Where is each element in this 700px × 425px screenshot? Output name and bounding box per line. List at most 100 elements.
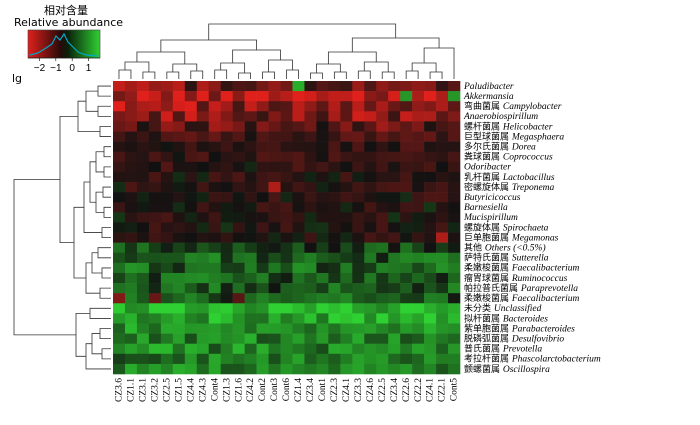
heatmap-cell (220, 101, 233, 112)
heatmap-cell (340, 363, 353, 375)
heatmap-cell (160, 303, 174, 314)
heatmap-cell (196, 141, 210, 153)
heatmap-cell (448, 283, 461, 294)
heatmap-cell (448, 333, 461, 344)
heatmap-cell (220, 121, 233, 132)
heatmap-cell (148, 212, 162, 223)
heatmap-cell (196, 192, 210, 203)
column-label: CZ1.1 (127, 378, 137, 402)
heatmap-cell (280, 212, 293, 223)
heatmap-cell (316, 283, 329, 294)
heatmap-cell (268, 232, 281, 243)
heatmap-cell (412, 131, 425, 142)
heatmap-cell (424, 222, 437, 233)
heatmap-cell (124, 242, 138, 254)
heatmap-cell (448, 242, 461, 254)
heatmap-cell (184, 313, 198, 324)
heatmap-cell (172, 363, 186, 375)
heatmap-cell (424, 212, 437, 223)
heatmap-cell (328, 363, 341, 375)
legend-title-en: Relative abundance (14, 16, 123, 29)
heatmap-cell (376, 303, 389, 314)
row-label: 普氏菌属 Prevotella (464, 343, 542, 355)
heatmap-cell (268, 121, 281, 132)
heatmap-cell (208, 131, 221, 142)
heatmap-cell (352, 272, 365, 284)
column-label: CZ3.6 (115, 378, 125, 402)
heatmap-cell (280, 252, 293, 264)
heatmap-cell (256, 182, 269, 193)
heatmap-cell (424, 272, 437, 284)
heatmap-cell (232, 262, 245, 274)
heatmap-cell (256, 343, 269, 355)
heatmap-cell (436, 313, 449, 324)
heatmap-cell (436, 293, 449, 304)
heatmap-cell (196, 283, 210, 294)
heatmap-cell (328, 131, 341, 142)
heatmap-cell (340, 141, 353, 153)
heatmap-cell (292, 161, 305, 173)
heatmap-cell (364, 111, 377, 122)
heatmap-cell (268, 313, 281, 324)
heatmap-cell (113, 252, 126, 264)
legend-tick-label: −1 (50, 63, 62, 74)
heatmap-cell (113, 222, 126, 233)
heatmap-cell (148, 333, 162, 344)
heatmap-cell (148, 91, 162, 102)
heatmap-cell (256, 272, 269, 284)
heatmap-cell (424, 303, 437, 314)
heatmap-cell (268, 182, 281, 193)
heatmap-cell (424, 131, 437, 142)
heatmap-cell (172, 283, 186, 294)
heatmap-cell (328, 151, 341, 163)
heatmap-cell (184, 171, 198, 183)
dendrogram-link (381, 71, 395, 79)
heatmap-cell (448, 252, 461, 264)
heatmap-cell (304, 182, 317, 193)
heatmap-cell (124, 161, 138, 173)
heatmap-cell (376, 192, 389, 203)
heatmap-cell (316, 333, 329, 344)
heatmap-cell (436, 91, 449, 102)
heatmap-cell (113, 262, 126, 274)
heatmap-cell (244, 111, 257, 122)
heatmap-cell (352, 293, 365, 304)
heatmap-cell (316, 242, 329, 254)
heatmap-cell (136, 283, 150, 294)
heatmap-cell (388, 192, 401, 203)
heatmap-cell (436, 202, 449, 213)
heatmap-cell (388, 222, 401, 233)
heatmap-cell (292, 182, 305, 193)
heatmap-cell (412, 202, 425, 213)
heatmap-cell (448, 262, 461, 274)
heatmap-cell (388, 131, 401, 142)
heatmap-cell (208, 161, 221, 173)
heatmap-cell (448, 171, 461, 183)
heatmap-cell (160, 111, 174, 122)
heatmap-cell (113, 363, 126, 375)
heatmap-cell (256, 353, 269, 365)
heatmap-cells (113, 81, 461, 375)
heatmap-cell (304, 252, 317, 264)
heatmap-cell (412, 323, 425, 334)
heatmap-cell (256, 131, 269, 142)
heatmap-cell (113, 343, 126, 355)
dendrogram-link (310, 72, 323, 79)
heatmap-cell (172, 323, 186, 334)
heatmap-cell (352, 212, 365, 223)
heatmap-cell (244, 252, 257, 264)
heatmap-cell (364, 272, 377, 284)
heatmap-cell (424, 121, 437, 132)
heatmap-cell (448, 121, 461, 132)
heatmap-cell (364, 333, 377, 344)
heatmap-cell (244, 141, 257, 153)
heatmap-cell (412, 363, 425, 375)
heatmap-cell (244, 323, 257, 334)
heatmap-cell (292, 333, 305, 344)
heatmap-cell (328, 81, 341, 92)
legend-title-cn: 相对含量 (44, 3, 88, 17)
heatmap-cell (172, 343, 186, 355)
heatmap-cell (208, 313, 221, 324)
heatmap-cell (388, 121, 401, 132)
heatmap-cell (412, 212, 425, 223)
